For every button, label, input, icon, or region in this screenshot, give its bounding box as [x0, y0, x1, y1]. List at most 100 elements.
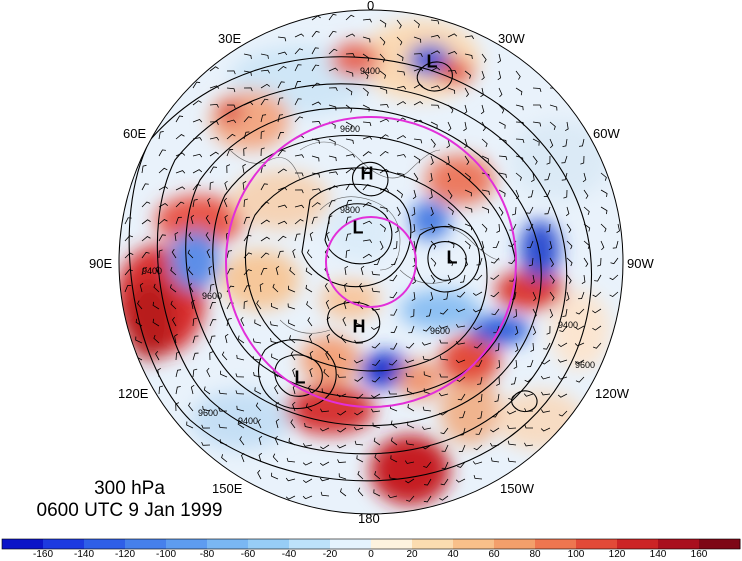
wind-barb [345, 154, 356, 158]
wind-barb [192, 153, 203, 158]
wind-barb [320, 491, 330, 497]
wind-barb [307, 317, 313, 327]
wind-barb [447, 104, 454, 114]
wind-barb [243, 70, 252, 76]
wind-barb [243, 269, 252, 276]
wind-barb [362, 167, 371, 174]
lon-label-150w: 150W [500, 481, 534, 496]
wind-barb [175, 216, 182, 225]
wind-barb [473, 444, 483, 451]
wind-barb [600, 172, 607, 181]
colorbar-swatch [289, 539, 331, 549]
wind-barb [481, 155, 489, 163]
wind-barb [226, 250, 233, 259]
wind-barb [207, 197, 211, 208]
wind-barb [549, 104, 558, 111]
wind-barb [609, 291, 619, 298]
lon-label-120e: 120E [118, 386, 149, 401]
wind-barb [481, 138, 488, 148]
wind-barb [326, 231, 330, 242]
wind-barb [600, 189, 608, 198]
wind-barb [404, 460, 415, 464]
wind-barb [413, 101, 424, 106]
wind-barb [192, 335, 199, 344]
wind-barb [413, 119, 424, 124]
contour-label: 9400 [558, 320, 579, 330]
wind-barb [277, 51, 288, 56]
wind-barb [258, 435, 263, 446]
wind-barb [208, 265, 213, 276]
wind-barb [270, 338, 279, 344]
contour-label: 9600 [340, 124, 361, 134]
wind-barb [464, 189, 472, 197]
wind-barb [218, 424, 228, 429]
wind-barb [424, 478, 432, 486]
wind-barb [326, 316, 331, 327]
wind-barb [362, 151, 372, 157]
wind-barb [422, 325, 432, 332]
wind-barb [523, 393, 534, 397]
wind-barb [489, 442, 500, 447]
wind-barb [345, 199, 352, 208]
wind-barb [455, 478, 466, 483]
wind-barb [362, 121, 372, 127]
wind-barb [328, 185, 338, 191]
wind-barb [592, 291, 602, 298]
wind-barb [260, 114, 267, 123]
wind-barb [464, 53, 473, 60]
wind-barb [372, 422, 381, 429]
wind-barb [507, 457, 517, 463]
wind-barb [239, 436, 245, 446]
low-pressure-marker: L [426, 51, 438, 72]
wind-barb [526, 223, 534, 231]
wind-barb [389, 274, 398, 282]
wind-barb [583, 189, 589, 199]
wind-barb [430, 206, 434, 217]
wind-barb [447, 51, 458, 55]
wind-barb [243, 198, 248, 208]
wind-barb [362, 201, 372, 208]
wind-barb [396, 19, 402, 29]
wind-barb [396, 206, 401, 217]
wind-barb [343, 299, 348, 310]
wind-barb [201, 441, 211, 446]
wind-barb [277, 168, 287, 174]
wind-barb [404, 359, 415, 363]
wind-barb [336, 444, 347, 449]
wind-barb [481, 206, 489, 214]
wind-barb [514, 342, 519, 353]
wind-barb [574, 342, 585, 347]
wind-barb [294, 172, 304, 177]
wind-barb [379, 223, 386, 232]
wind-barb [565, 206, 570, 217]
wind-barb [258, 452, 263, 463]
wind-barb [306, 301, 313, 310]
wind-barb [447, 172, 451, 183]
wind-barb [447, 257, 454, 267]
wind-barb [218, 407, 228, 412]
wind-barb [305, 403, 313, 412]
wind-barb [396, 135, 407, 140]
wind-barb [406, 495, 415, 502]
wind-barb [271, 303, 279, 310]
wind-barb [411, 206, 416, 216]
wind-barb [340, 488, 347, 497]
wind-barb [243, 101, 254, 106]
wind-barb [277, 204, 288, 209]
wind-barb [421, 426, 432, 430]
contour-label: 9600 [575, 360, 596, 370]
wind-barb [480, 87, 484, 98]
wind-barb [430, 155, 434, 166]
wind-barb [440, 478, 449, 486]
wind-barb [549, 274, 555, 284]
wind-barb [373, 257, 381, 265]
wind-barb [260, 252, 270, 259]
wind-barb [345, 70, 354, 77]
wind-barb [259, 283, 264, 293]
wind-barb [447, 121, 452, 132]
wind-barb [527, 359, 534, 368]
wind-barb [209, 136, 220, 141]
low-pressure-marker: L [446, 247, 458, 268]
wind-barb [379, 104, 389, 108]
wind-barb [277, 220, 288, 225]
